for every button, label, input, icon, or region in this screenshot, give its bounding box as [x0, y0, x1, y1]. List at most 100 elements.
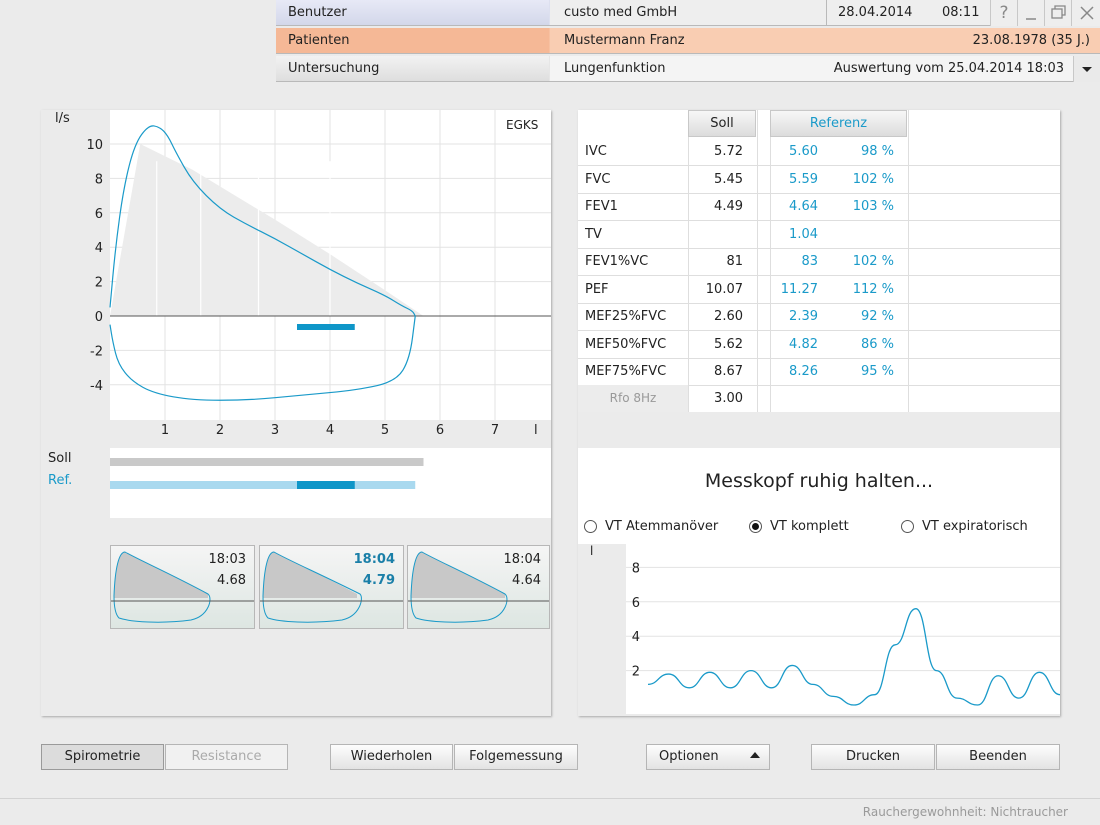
optionen-button[interactable]: Optionen [646, 744, 770, 770]
beenden-button[interactable]: Beenden [936, 744, 1060, 770]
row-name: MEF25%FVC [585, 309, 667, 324]
volume-curve [647, 608, 1060, 706]
row-soll-value: 5.62 [714, 336, 743, 352]
col-header-referenz[interactable]: Referenz [770, 110, 907, 137]
trial-thumbnail-3[interactable]: 18:04 4.64 [407, 545, 550, 629]
expiration-curve [109, 125, 416, 317]
soll-bar [110, 458, 424, 466]
radio-circle[interactable] [749, 520, 762, 533]
header-patient-row: Patienten Mustermann Franz 23.08.1978 (3… [276, 28, 1100, 54]
row-soll-value: 4.49 [714, 199, 743, 214]
row-soll-value: 8.67 [714, 364, 743, 379]
right-panel: Soll Referenz IVC 5.72 5.60 98 % FVC 5.45 5.59… [578, 110, 1060, 716]
benutzer-label: Benutzer [288, 5, 347, 20]
radio-vt-expiratorisch[interactable]: VT expiratorisch [901, 519, 1028, 534]
y-tick-label: 2 [632, 665, 640, 680]
row-soll-value: 10.07 [705, 281, 743, 297]
rfo-label[interactable]: Rfo 8Hz [578, 385, 688, 412]
radio-vt-atemmanoever[interactable]: VT Atemmanöver [584, 519, 718, 534]
y-tick-label: 4 [632, 630, 640, 645]
y-tick-label: 4 [95, 241, 103, 256]
folgemessung-button[interactable]: Folgemessung [454, 744, 578, 770]
exam-dropdown-button[interactable] [1073, 56, 1100, 82]
row-name: MEF50%FVC [585, 336, 667, 352]
table-row: TV 1.04 [578, 221, 1060, 249]
rfo-value: 3.00 [714, 391, 743, 406]
patient-dob: 23.08.1978 (35 J.) [972, 33, 1090, 48]
help-icon[interactable]: ? [990, 0, 1017, 26]
drucken-button[interactable]: Drucken [811, 744, 935, 770]
optionen-label: Optionen [659, 749, 719, 764]
row-ref-value: 5.60 [789, 144, 818, 159]
exam-value-cell [550, 56, 1074, 81]
row-ref-percent: 102 % [852, 254, 894, 269]
restore-icon[interactable] [1044, 0, 1071, 26]
user-label-cell [276, 0, 549, 25]
patient-value-cell [550, 28, 1100, 53]
trial-thumbnail-2[interactable]: 18:04 4.79 [259, 545, 404, 629]
row-ref-value: 1.04 [789, 226, 818, 242]
patient-name[interactable]: Mustermann Franz [564, 33, 685, 48]
radio-circle[interactable] [901, 520, 914, 533]
row-ref-value: 2.39 [789, 309, 818, 324]
minimize-icon[interactable] [1017, 0, 1044, 26]
row-ref-percent: 92 % [860, 309, 894, 324]
soll-bar-label: Soll [48, 451, 72, 466]
radio-strip [578, 516, 1060, 544]
chevron-up-icon [750, 752, 760, 758]
header-time: 08:11 [942, 5, 980, 20]
x-tick-label: 3 [271, 423, 279, 438]
x-tick-label: 1 [161, 423, 169, 438]
wiederholen-button[interactable]: Wiederholen [330, 744, 453, 770]
y-tick-label: 6 [632, 596, 640, 611]
table-row: FEV1 4.49 4.64 103 % [578, 193, 1060, 221]
status-divider [0, 798, 1100, 799]
row-ref-percent: 86 % [860, 336, 894, 352]
thumb-time: 18:04 [503, 552, 541, 567]
y-tick-label: 0 [95, 310, 103, 325]
close-icon[interactable] [1071, 0, 1100, 26]
trial-thumbnail-1[interactable]: 18:03 4.68 [110, 545, 255, 629]
thumb-value: 4.79 [362, 573, 395, 588]
flow-corner-label: EGKS [506, 118, 539, 132]
table-row: FEV1%VC 81 83 102 % [578, 248, 1060, 276]
y-tick-label: 10 [86, 138, 103, 153]
row-ref-value: 4.82 [789, 336, 818, 352]
x-axis-label: l [534, 423, 538, 438]
table-row: FVC 5.45 5.59 102 % [578, 166, 1060, 194]
thumb-time: 18:03 [208, 552, 246, 567]
radio-label: VT Atemmanöver [605, 519, 719, 534]
row-ref-value: 83 [801, 254, 818, 269]
row-soll-value: 5.45 [714, 171, 743, 187]
patienten-label: Patienten [288, 33, 350, 48]
thumb-curve [111, 551, 254, 623]
untersuchung-value[interactable]: Lungenfunktion [564, 61, 666, 76]
radio-circle[interactable] [584, 520, 597, 533]
row-name: FEV1 [585, 199, 618, 214]
row-soll-value: 81 [726, 254, 743, 269]
benutzer-value[interactable]: custo med GmbH [564, 5, 678, 20]
patient-label-cell [276, 28, 549, 53]
row-ref-value: 8.26 [789, 364, 818, 379]
row-ref-value: 4.64 [789, 199, 818, 214]
x-tick-label: 5 [381, 423, 389, 438]
col-header-soll[interactable]: Soll [688, 110, 756, 137]
soll-column-bg [688, 110, 758, 412]
thumb-time: 18:04 [353, 552, 395, 567]
flow-ylabel: l/s [55, 111, 70, 126]
thumb-value: 4.68 [217, 573, 246, 588]
auswertung-text: Auswertung vom 25.04.2014 18:03 [833, 61, 1064, 76]
radio-vt-komplett[interactable]: VT komplett [749, 519, 849, 534]
radio-label: VT expiratorisch [922, 519, 1028, 534]
exam-label-cell [276, 56, 549, 81]
table-row: IVC 5.72 5.60 98 % [578, 138, 1060, 166]
results-table: Soll Referenz IVC 5.72 5.60 98 % FVC 5.45 5.59… [578, 110, 1060, 412]
thumb-value: 4.64 [512, 573, 541, 588]
spirometrie-tab[interactable]: Spirometrie [41, 744, 164, 770]
header-user-row: Benutzer custo med GmbH 28.04.2014 08:11… [276, 0, 1100, 26]
vt-ylabel: l [590, 544, 594, 558]
table-row: MEF75%FVC 8.67 8.26 95 % [578, 358, 1060, 386]
resistance-tab[interactable]: Resistance [165, 744, 288, 770]
row-name: TV [585, 226, 602, 242]
ref-column-bg [770, 110, 909, 412]
